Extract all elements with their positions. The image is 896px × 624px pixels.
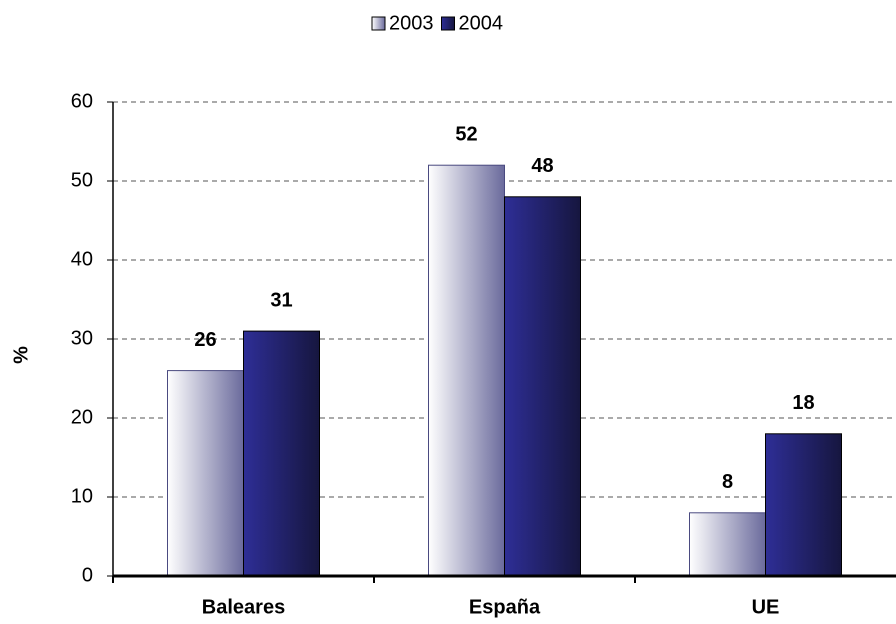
y-tick-label: 60 <box>71 90 93 112</box>
x-tick-label: UE <box>752 596 780 618</box>
data-label: 18 <box>792 392 814 414</box>
legend-label: 2003 <box>389 12 434 34</box>
bar <box>167 370 244 577</box>
y-tick-label: 0 <box>82 564 93 586</box>
data-label: 31 <box>270 289 292 311</box>
x-tick-label: Baleares <box>202 596 285 618</box>
bar <box>689 512 766 577</box>
y-tick-label: 50 <box>71 169 93 191</box>
legend-swatch <box>441 16 455 31</box>
bar <box>504 196 581 577</box>
bar <box>428 164 505 577</box>
data-label: 52 <box>455 123 477 145</box>
legend-label: 2004 <box>459 12 504 34</box>
bar <box>243 330 320 577</box>
bar <box>765 433 842 577</box>
legend-swatch <box>371 16 386 31</box>
y-tick-label: 20 <box>71 406 93 428</box>
y-axis-label: % <box>10 346 32 364</box>
x-tick-label: España <box>469 596 541 618</box>
data-label: 48 <box>531 155 553 177</box>
data-label: 26 <box>194 329 216 351</box>
y-tick-label: 10 <box>71 485 93 507</box>
y-tick-label: 30 <box>71 327 93 349</box>
data-label: 8 <box>722 471 733 493</box>
y-tick-label: 40 <box>71 248 93 270</box>
